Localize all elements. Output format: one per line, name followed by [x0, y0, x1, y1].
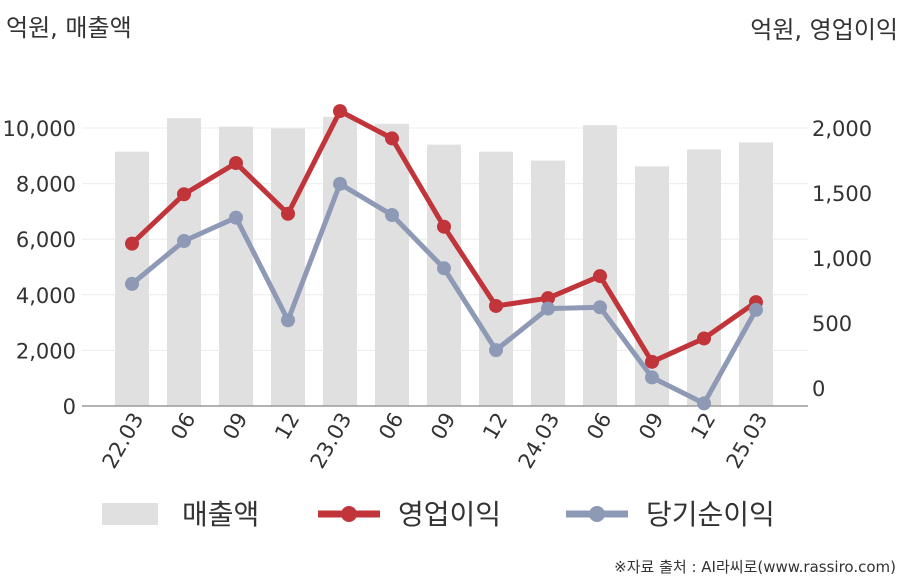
line-series — [125, 176, 763, 411]
bar — [375, 123, 409, 406]
data-point — [697, 331, 711, 346]
right-tick-label: 500 — [812, 312, 852, 336]
x-tick-label: 09 — [634, 409, 668, 444]
data-point — [593, 300, 607, 315]
data-point — [177, 234, 191, 249]
x-tick-label: 09 — [218, 409, 252, 444]
right-axis-ticks: 0 500 1,000 1,500 2,000 — [812, 117, 872, 401]
bar — [271, 128, 305, 406]
legend-label-net: 당기순이익 — [646, 498, 775, 531]
bar-series-revenue — [115, 116, 773, 407]
data-point — [125, 276, 139, 291]
right-unit-label: 억원, 영업이익 — [750, 16, 898, 44]
data-point — [437, 261, 451, 276]
data-point — [229, 210, 243, 225]
data-point — [281, 206, 295, 221]
left-tick-label: 2,000 — [16, 339, 76, 363]
bar — [583, 125, 617, 406]
legend-swatch-operating-marker — [341, 506, 357, 522]
source-note: ※자료 출처 : AI라씨로(www.rassiro.com) — [614, 558, 896, 576]
data-point — [749, 302, 763, 317]
data-point — [281, 313, 295, 328]
left-axis-ticks: 0 2,000 4,000 6,000 8,000 10,000 — [3, 117, 76, 419]
bar — [167, 118, 201, 407]
data-point — [593, 269, 607, 284]
bar — [323, 116, 357, 406]
right-tick-label: 1,500 — [812, 182, 872, 206]
data-point — [385, 131, 399, 146]
x-tick-label: 23.03 — [305, 409, 356, 473]
x-tick-label: 22.03 — [97, 409, 148, 473]
bar — [479, 151, 513, 406]
left-tick-label: 8,000 — [16, 173, 76, 197]
bar — [739, 142, 773, 406]
data-point — [541, 301, 555, 316]
data-point — [229, 156, 243, 171]
data-point — [333, 104, 347, 119]
bar — [427, 144, 461, 406]
data-point — [125, 236, 139, 251]
x-tick-label: 06 — [374, 409, 408, 444]
data-point — [333, 176, 347, 191]
legend-label-revenue: 매출액 — [182, 498, 259, 531]
x-tick-label: 09 — [426, 409, 460, 444]
right-tick-label: 1,000 — [812, 247, 872, 271]
data-point — [697, 396, 711, 411]
line-series-layer — [125, 104, 763, 411]
left-unit-label: 억원, 매출액 — [6, 14, 132, 42]
legend-swatch-revenue — [102, 503, 158, 525]
line-series — [125, 104, 763, 369]
x-tick-label: 06 — [166, 409, 200, 444]
data-point — [645, 370, 659, 385]
x-tick-label: 12 — [686, 409, 720, 444]
data-point — [645, 354, 659, 369]
left-tick-label: 10,000 — [3, 117, 76, 141]
bar — [531, 160, 565, 406]
x-tick-label: 06 — [582, 409, 616, 444]
data-point — [489, 298, 503, 313]
left-tick-label: 0 — [63, 395, 76, 419]
x-tick-label: 24.03 — [513, 409, 564, 473]
x-tick-label: 12 — [270, 409, 304, 444]
data-point — [489, 343, 503, 358]
legend-label-operating: 영업이익 — [398, 498, 501, 531]
x-axis-ticks: 22.03 06 09 12 23.03 06 09 12 24.03 06 09 12 25.03 — [97, 409, 772, 473]
bar — [635, 166, 669, 406]
x-tick-label: 25.03 — [721, 409, 772, 473]
left-tick-label: 6,000 — [16, 228, 76, 252]
x-tick-label: 12 — [478, 409, 512, 444]
right-tick-label: 0 — [812, 377, 825, 401]
data-point — [177, 187, 191, 202]
legend: 매출액 영업이익 당기순이익 — [102, 498, 775, 531]
data-point — [385, 208, 399, 223]
legend-swatch-net-marker — [589, 506, 605, 522]
bar — [687, 149, 721, 406]
right-tick-label: 2,000 — [812, 117, 872, 141]
data-point — [437, 219, 451, 234]
left-tick-label: 4,000 — [16, 284, 76, 308]
data-point — [541, 291, 555, 306]
